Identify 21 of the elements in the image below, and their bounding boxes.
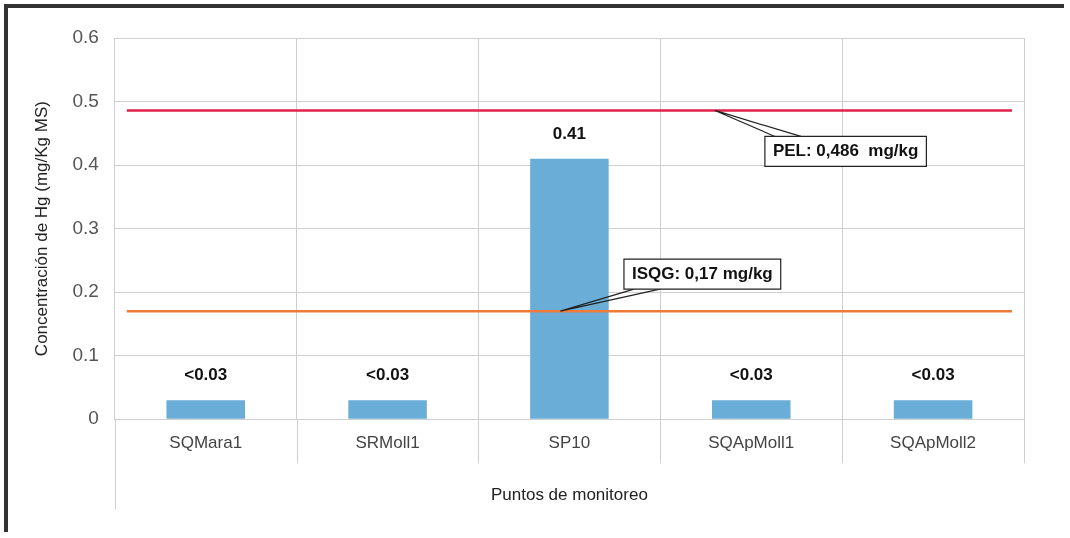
y-tick-label: 0 xyxy=(88,407,99,429)
x-tick-label: SRMoll1 xyxy=(355,433,420,453)
y-tick-label: 0.6 xyxy=(72,26,99,48)
data-label: <0.03 xyxy=(366,365,410,385)
x-tick-label: SQApMoll1 xyxy=(708,433,795,453)
y-tick-label: 0.1 xyxy=(72,343,99,365)
x-tick-label: SQApMoll2 xyxy=(890,433,977,453)
x-axis-title: Puntos de monitoreo xyxy=(490,485,648,505)
data-label: <0.03 xyxy=(911,365,955,385)
y-tick-label: 0.4 xyxy=(72,153,100,175)
x-tick-label: SP10 xyxy=(548,433,591,453)
y-tick-label: 0.2 xyxy=(72,280,99,302)
y-axis-title: Concentración de Hg (mg/Kg MS) xyxy=(31,101,51,357)
x-tick-label: SQMara1 xyxy=(169,433,243,453)
y-tick-label: 0.5 xyxy=(72,89,99,111)
ref-line-label: ISQG: 0,17 mg/kg xyxy=(631,263,773,283)
data-label: 0.41 xyxy=(552,123,586,143)
ref-line-label: PEL: 0,486 mg/kg xyxy=(772,141,919,161)
y-tick-label: 0.3 xyxy=(72,216,99,238)
data-label: <0.03 xyxy=(729,365,773,385)
data-label: <0.03 xyxy=(184,365,228,385)
